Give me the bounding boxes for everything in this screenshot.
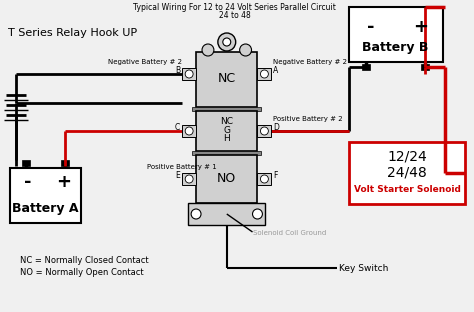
Bar — [182, 125, 196, 137]
Text: NO = Normally Open Contact: NO = Normally Open Contact — [20, 268, 144, 277]
Text: Typical Wiring For 12 to 24 Volt Series Parallel Circuit: Typical Wiring For 12 to 24 Volt Series … — [133, 3, 336, 12]
Text: Key Switch: Key Switch — [338, 264, 388, 273]
Text: B: B — [175, 66, 180, 75]
Bar — [421, 64, 429, 70]
Circle shape — [191, 209, 201, 219]
Text: Battery B: Battery B — [362, 41, 428, 54]
Circle shape — [240, 44, 252, 56]
Circle shape — [253, 209, 263, 219]
Circle shape — [185, 175, 193, 183]
Text: D: D — [273, 123, 279, 132]
Bar — [192, 151, 262, 155]
Bar — [188, 203, 265, 225]
Bar — [257, 173, 271, 185]
Text: NC: NC — [218, 72, 236, 85]
Bar — [196, 52, 257, 107]
Text: Battery A: Battery A — [12, 202, 79, 215]
Text: -: - — [366, 18, 374, 36]
Text: Solenoid Coil Ground: Solenoid Coil Ground — [253, 230, 326, 236]
Text: Negative Battery # 2: Negative Battery # 2 — [108, 59, 182, 65]
Text: Positive Battery # 1: Positive Battery # 1 — [147, 164, 217, 170]
Bar — [10, 168, 81, 223]
Text: H: H — [223, 134, 230, 143]
Bar — [182, 68, 196, 80]
Text: A: A — [273, 66, 279, 75]
Text: Negative Battery # 2: Negative Battery # 2 — [273, 59, 347, 65]
Circle shape — [260, 175, 268, 183]
Bar — [257, 68, 271, 80]
Circle shape — [202, 44, 214, 56]
Bar — [22, 160, 30, 166]
Circle shape — [185, 70, 193, 78]
Circle shape — [218, 33, 236, 51]
Text: Positive Battery # 2: Positive Battery # 2 — [273, 116, 343, 122]
Bar — [196, 111, 257, 151]
Text: F: F — [273, 171, 278, 180]
Bar — [196, 155, 257, 203]
Text: NO: NO — [217, 173, 237, 186]
Text: +: + — [413, 18, 428, 36]
Bar — [257, 125, 271, 137]
Bar — [182, 173, 196, 185]
Text: T Series Relay Hook UP: T Series Relay Hook UP — [8, 28, 137, 38]
Bar — [348, 142, 465, 204]
Text: 24/48: 24/48 — [387, 165, 427, 179]
Circle shape — [223, 38, 231, 46]
Text: E: E — [175, 171, 180, 180]
Circle shape — [185, 127, 193, 135]
Text: 24 to 48: 24 to 48 — [219, 11, 251, 20]
Bar — [363, 64, 370, 70]
Text: NC = Normally Closed Contact: NC = Normally Closed Contact — [20, 256, 148, 265]
Text: 12/24: 12/24 — [387, 149, 427, 163]
Bar — [62, 160, 69, 166]
Bar — [192, 107, 262, 111]
Text: G: G — [223, 126, 230, 135]
Text: +: + — [56, 173, 71, 191]
Text: NC: NC — [220, 117, 233, 126]
Circle shape — [260, 127, 268, 135]
Text: C: C — [175, 123, 180, 132]
Text: -: - — [24, 173, 31, 191]
Bar — [348, 7, 443, 62]
Text: Volt Starter Solenoid: Volt Starter Solenoid — [354, 186, 460, 194]
Circle shape — [260, 70, 268, 78]
